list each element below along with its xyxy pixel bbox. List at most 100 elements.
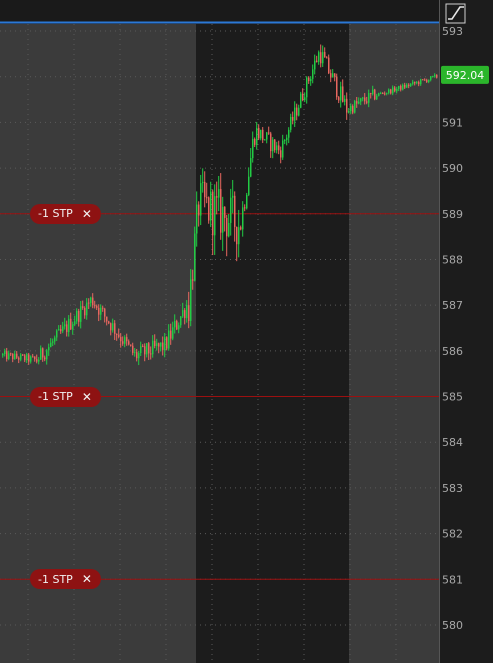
stop-order-pill[interactable]: -1 STP ✕: [30, 569, 101, 590]
candle-body: [410, 83, 412, 87]
candle-body: [276, 145, 278, 151]
candle-body: [160, 342, 162, 347]
candle-body: [422, 79, 424, 81]
candle-body: [372, 89, 374, 94]
afterhours-shade: [349, 24, 439, 663]
candle-body: [220, 189, 222, 233]
candle-body: [398, 85, 400, 89]
candle-body: [282, 140, 284, 158]
stop-order-pill[interactable]: -1 STP ✕: [30, 386, 101, 407]
candle-body: [116, 333, 118, 335]
candle-body: [208, 197, 210, 221]
candle-body: [176, 320, 178, 330]
candle-body: [180, 316, 182, 326]
candle-body: [142, 346, 144, 348]
candle-body: [358, 101, 360, 104]
candle-body: [230, 197, 232, 223]
candle-body: [90, 297, 92, 303]
candle-body: [318, 52, 320, 62]
candle-body: [278, 145, 280, 151]
candle-body: [70, 318, 72, 330]
candle-body: [156, 343, 158, 346]
candle-body: [392, 87, 394, 94]
candle-body: [290, 116, 292, 130]
candle-body: [34, 356, 36, 360]
candle-body: [266, 132, 268, 140]
candle-body: [304, 97, 306, 101]
candle-body: [88, 302, 90, 304]
candle-body: [152, 340, 154, 355]
candle-body: [286, 137, 288, 141]
candle-body: [420, 79, 422, 85]
close-icon[interactable]: ✕: [81, 206, 92, 221]
candle-body: [192, 279, 194, 281]
candle-body: [10, 353, 12, 355]
candle-body: [74, 321, 76, 325]
candle-body: [98, 307, 100, 315]
candle-body: [320, 52, 322, 64]
candle-body: [406, 84, 408, 88]
last-price-label: 592.04: [446, 69, 485, 82]
price-axis: 5805815825835845855865875885895905915925…: [441, 25, 489, 632]
candle-body: [416, 82, 418, 84]
candle-body: [370, 92, 372, 94]
candle-body: [166, 337, 168, 349]
candle-body: [26, 354, 28, 361]
candle-body: [296, 107, 298, 116]
stop-order-label: -1 STP: [38, 390, 73, 404]
candle-body: [50, 342, 52, 348]
candle-body: [378, 93, 380, 96]
candle-body: [118, 334, 120, 337]
candle-body: [104, 308, 106, 317]
candle-body: [186, 305, 188, 319]
close-icon[interactable]: ✕: [81, 389, 92, 404]
candle-body: [148, 343, 150, 354]
candle-body: [244, 207, 246, 209]
candle-body: [248, 176, 250, 195]
close-icon[interactable]: ✕: [81, 572, 92, 587]
candle-body: [434, 74, 436, 77]
candle-body: [386, 92, 388, 94]
candle-body: [210, 191, 212, 221]
diagonal-line-icon[interactable]: [445, 3, 466, 24]
candle-body: [2, 353, 4, 356]
candle-body: [128, 341, 130, 345]
candle-body: [338, 97, 340, 101]
candle-body: [132, 345, 134, 353]
candle-body: [366, 101, 368, 103]
price-tick-label: 587: [442, 299, 463, 312]
candle-body: [294, 107, 296, 121]
candle-body: [172, 327, 174, 339]
candle-body: [222, 206, 224, 233]
candle-body: [270, 133, 272, 152]
candle-body: [158, 343, 160, 347]
candle-body: [348, 111, 350, 113]
stop-order-pill[interactable]: -1 STP ✕: [30, 203, 101, 224]
price-tick-label: 588: [442, 253, 463, 266]
candle-body: [328, 57, 330, 74]
candle-body: [376, 95, 378, 100]
candle-body: [330, 73, 332, 78]
scale-icon-stroke: [448, 6, 464, 20]
price-tick-label: 585: [442, 391, 463, 404]
candle-body: [4, 351, 6, 354]
candle-body: [340, 86, 342, 101]
candle-body: [196, 204, 198, 234]
price-tick-label: 590: [442, 162, 463, 175]
candle-body: [224, 206, 226, 218]
candle-body: [124, 337, 126, 344]
candle-body: [418, 82, 420, 85]
candle-body: [332, 73, 334, 78]
candle-body: [40, 348, 42, 360]
candle-body: [108, 321, 110, 324]
candle-body: [68, 318, 70, 333]
candle-body: [426, 79, 428, 82]
candle-body: [38, 359, 40, 362]
candle-body: [96, 306, 98, 308]
candle-body: [310, 78, 312, 82]
candle-body: [114, 323, 116, 334]
candle-body: [66, 324, 68, 333]
candle-body: [260, 129, 262, 139]
candle-body: [188, 305, 190, 321]
